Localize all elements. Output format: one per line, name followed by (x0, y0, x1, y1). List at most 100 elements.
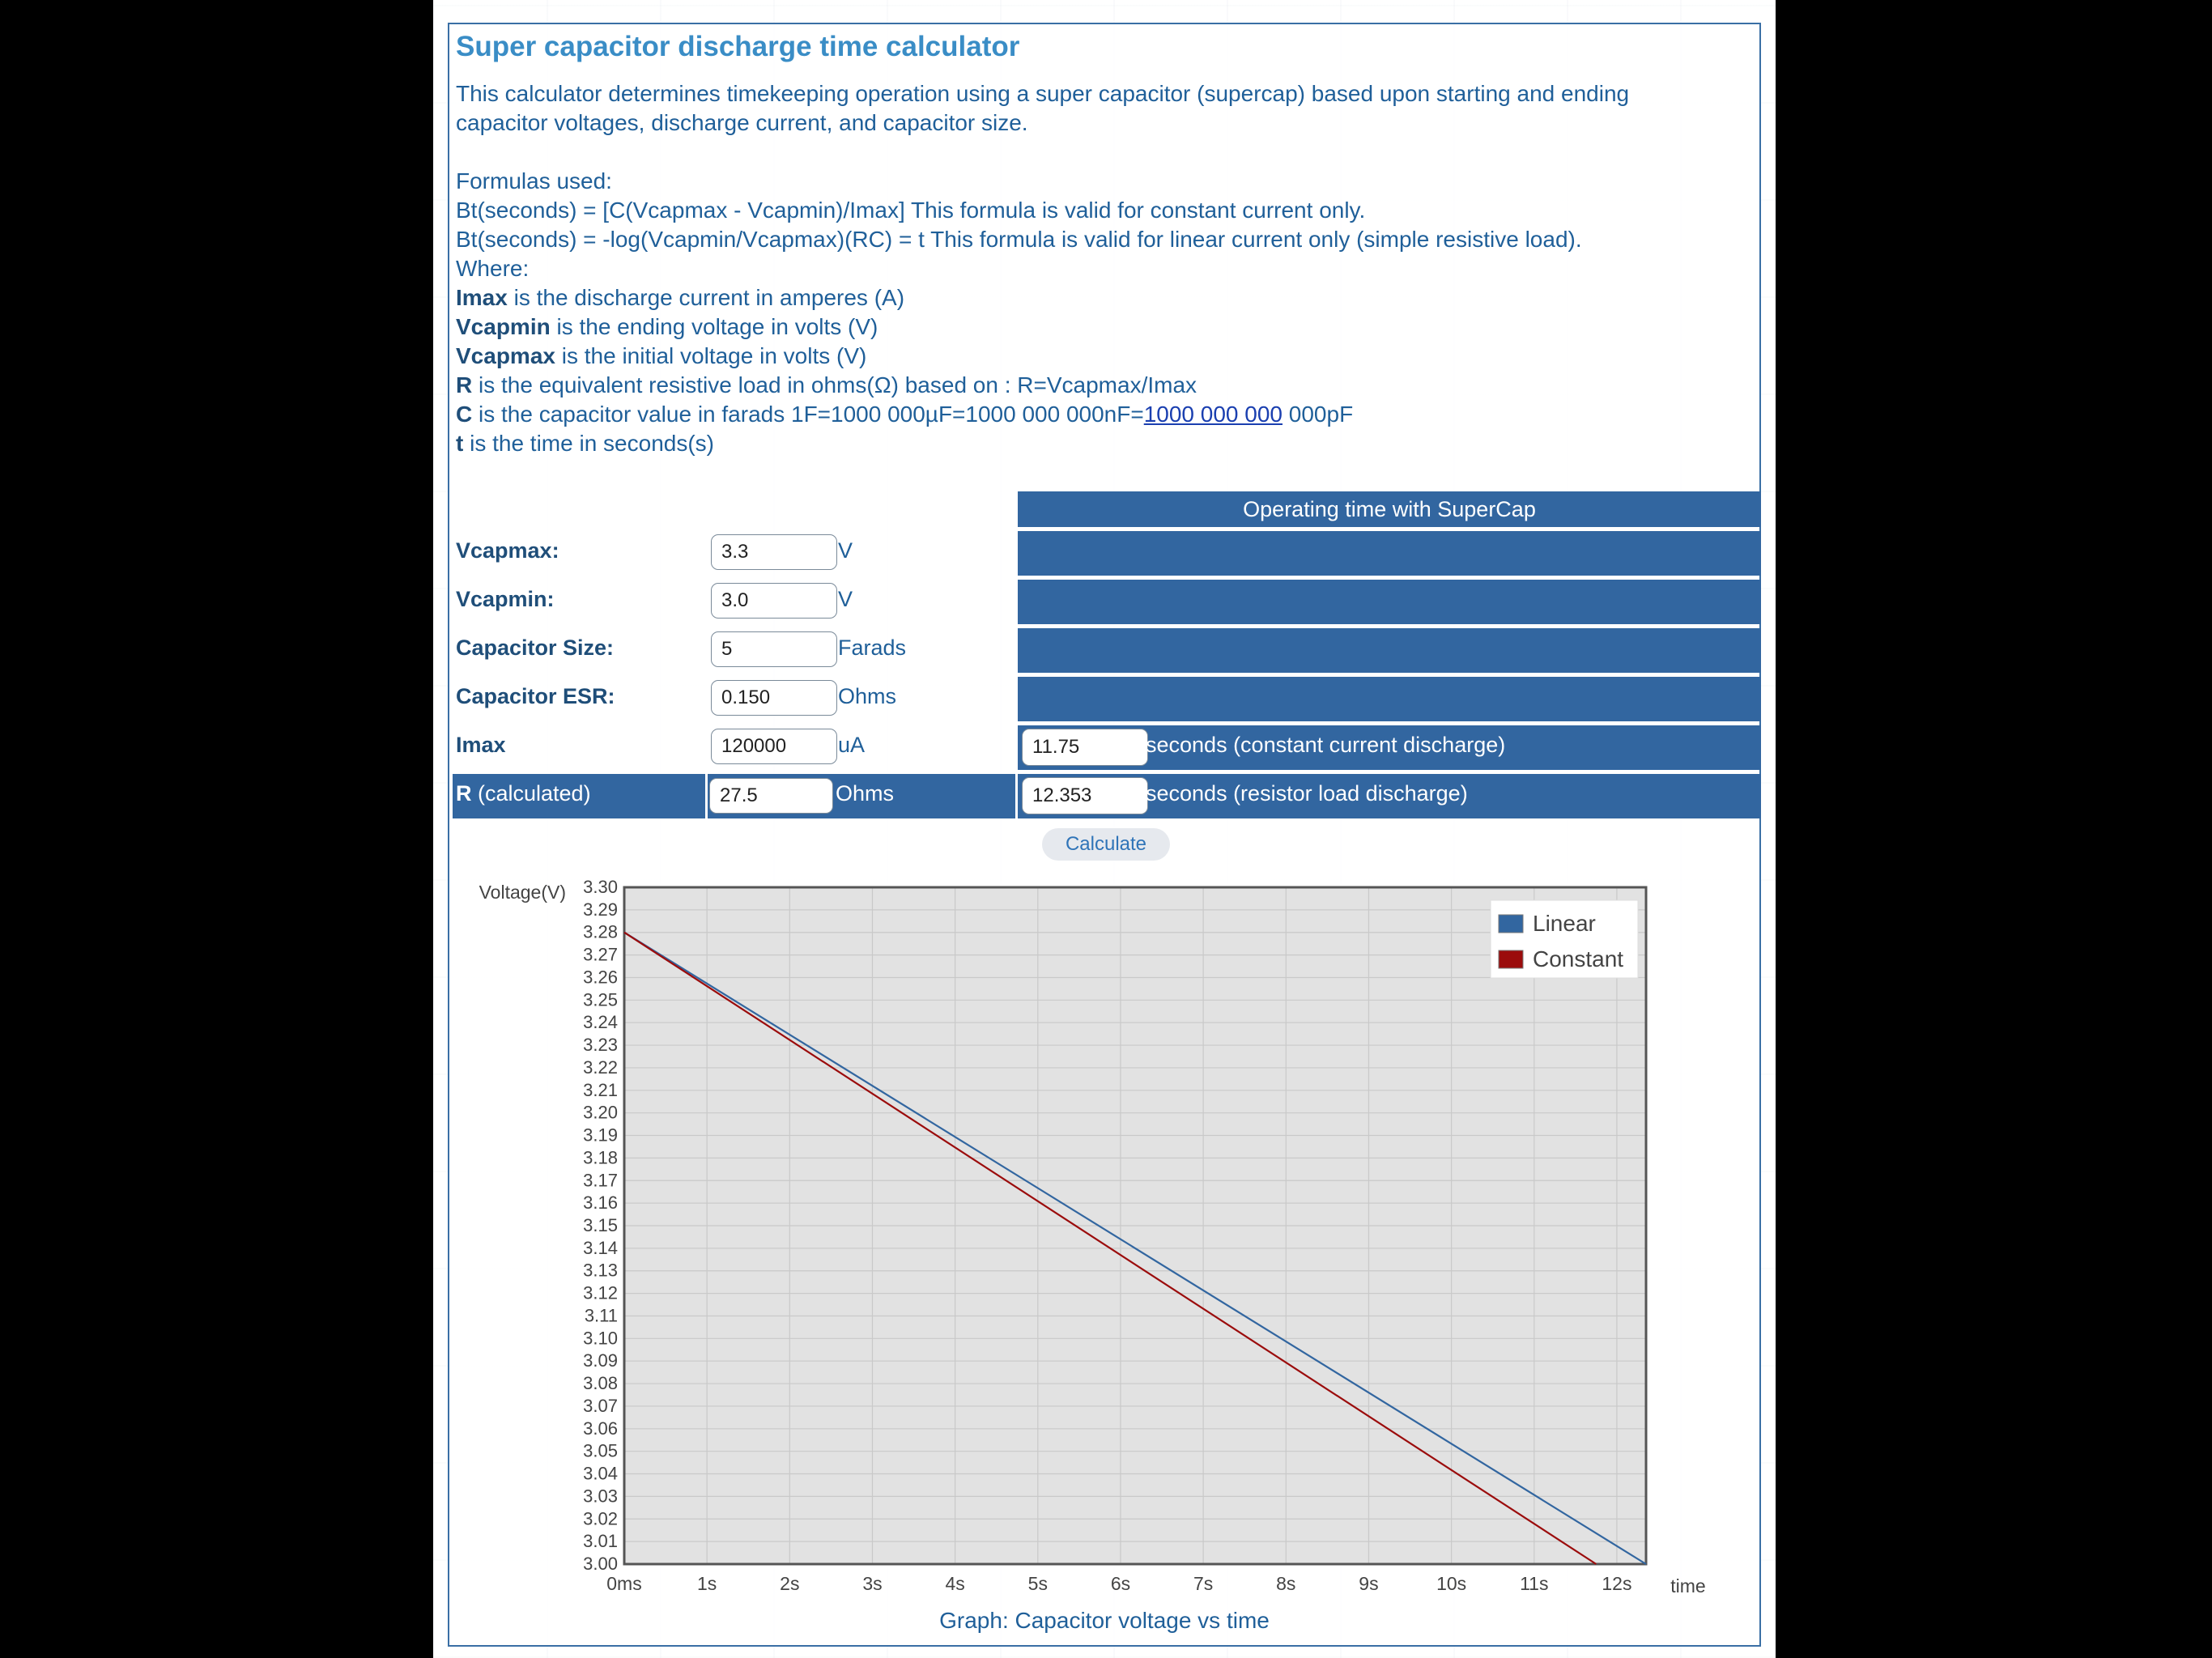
def-text: is the discharge current in amperes (A) (507, 285, 905, 310)
capacitor-esr-unit: Ohms (838, 684, 897, 708)
r-label: R (calculated) (456, 781, 591, 806)
results-bar-4 (1018, 677, 1761, 721)
results-bar-2 (1018, 580, 1761, 624)
def-c: C is the capacitor value in farads 1F=10… (456, 402, 1353, 427)
x-tick-label: 2s (780, 1573, 799, 1594)
x-tick-label: 3s (862, 1573, 882, 1594)
x-tick-label: 11s (1520, 1573, 1548, 1594)
plot-border (623, 886, 1648, 1566)
r-label-bold: R (456, 781, 472, 806)
imax-label: Imax (456, 733, 506, 757)
def-text: is the time in seconds(s) (463, 431, 714, 456)
vcapmin-input[interactable] (711, 583, 837, 619)
def-term: C (456, 402, 473, 427)
results-bar-3 (1018, 628, 1761, 673)
y-tick-label: 3.06 (583, 1418, 618, 1439)
def-term: R (456, 372, 473, 397)
x-tick-label: 4s (945, 1573, 964, 1594)
def-term: Vcapmax (456, 343, 555, 368)
y-tick-label: 3.02 (583, 1508, 618, 1528)
def-vcapmax: Vcapmax is the initial voltage in volts … (456, 343, 866, 369)
x-tick-label: 1s (697, 1573, 717, 1594)
y-tick-label: 3.08 (583, 1373, 618, 1393)
y-tick-label: 3.03 (583, 1486, 618, 1506)
def-text: is the capacitor value in farads 1F=1000… (472, 402, 1144, 427)
chart-caption: Graph: Capacitor voltage vs time (939, 1608, 1270, 1633)
capacitor-size-unit: Farads (838, 636, 907, 660)
formula-linear: Bt(seconds) = -log(Vcapmin/Vcapmax)(RC) … (456, 227, 1582, 252)
y-tick-label: 3.09 (583, 1350, 618, 1371)
legend-label: Constant (1533, 946, 1623, 971)
imax-input[interactable] (711, 729, 837, 764)
vcapmax-input[interactable] (711, 534, 837, 570)
y-tick-label: 3.24 (583, 1012, 618, 1032)
x-tick-label: 5s (1028, 1573, 1048, 1594)
x-axis-label: time (1670, 1575, 1705, 1596)
r-unit: Ohms (836, 781, 895, 806)
page: Super capacitor discharge time calculato… (433, 0, 1776, 1658)
def-vcapmin: Vcapmin is the ending voltage in volts (… (456, 314, 878, 340)
y-tick-label: 3.10 (583, 1328, 618, 1348)
formulas-heading: Formulas used: (456, 168, 612, 193)
where-label: Where: (456, 256, 530, 281)
y-tick-label: 3.19 (583, 1125, 618, 1146)
def-text: is the ending voltage in volts (V) (550, 314, 878, 339)
y-tick-label: 3.17 (583, 1170, 618, 1190)
y-tick-label: 3.26 (583, 967, 618, 987)
y-tick-label: 3.25 (583, 989, 618, 1010)
constant-time-output[interactable] (1022, 729, 1148, 766)
x-tick-label: 8s (1276, 1573, 1295, 1594)
y-tick-label: 3.18 (583, 1147, 618, 1167)
capacitor-size-input[interactable] (711, 631, 837, 667)
y-tick-label: 3.16 (583, 1192, 618, 1213)
capacitor-esr-label: Capacitor ESR: (456, 684, 615, 708)
def-text-after: 000pF (1283, 402, 1354, 427)
y-tick-label: 3.30 (583, 877, 618, 897)
results-bar-1 (1018, 531, 1761, 576)
y-tick-label: 3.04 (583, 1464, 618, 1484)
capacitor-size-label: Capacitor Size: (456, 636, 615, 660)
resistor-time-label: seconds (resistor load discharge) (1146, 781, 1468, 806)
legend-label: Linear (1533, 911, 1596, 936)
vcapmin-label: Vcapmin: (456, 587, 555, 611)
legend-swatch (1498, 950, 1524, 969)
legend-swatch (1498, 914, 1524, 933)
imax-unit: uA (838, 733, 866, 757)
y-tick-label: 3.27 (583, 945, 618, 965)
capacitor-esr-input[interactable] (711, 680, 837, 716)
x-tick-label: 6s (1111, 1573, 1130, 1594)
r-label-rest: (calculated) (471, 781, 591, 806)
resistor-time-output[interactable] (1022, 777, 1148, 814)
vcapmax-unit: V (838, 538, 853, 563)
y-tick-label: 3.01 (583, 1531, 618, 1551)
voltage-time-chart: 3.303.293.28 3.273.263.253.24 3.233.223.21… (479, 877, 1706, 1596)
x-tick-label: 12s (1602, 1573, 1631, 1594)
calculate-button[interactable]: Calculate (1042, 828, 1170, 861)
r-calculated-input[interactable] (709, 778, 833, 814)
def-imax: Imax is the discharge current in amperes… (456, 285, 904, 311)
y-tick-label: 3.07 (583, 1396, 618, 1416)
phone-number-link[interactable]: 1000 000 000 (1143, 402, 1283, 427)
x-tick-label: 10s (1436, 1573, 1466, 1594)
results-header: Operating time with SuperCap (1018, 491, 1761, 527)
constant-time-label: seconds (constant current discharge) (1146, 733, 1506, 757)
def-term: Imax (456, 285, 508, 310)
y-tick-label: 3.12 (583, 1283, 618, 1303)
legend-box (1490, 899, 1639, 979)
vcapmin-unit: V (838, 587, 853, 611)
def-text: is the initial voltage in volts (V) (555, 343, 867, 368)
y-tick-label: 3.11 (585, 1305, 618, 1325)
x-tick-label: 9s (1359, 1573, 1378, 1594)
def-text: is the equivalent resistive load in ohms… (472, 372, 1197, 397)
y-tick-label: 3.21 (583, 1080, 618, 1100)
def-term: Vcapmin (456, 314, 551, 339)
intro-text: This calculator determines timekeeping o… (456, 81, 1630, 135)
r-label-cell (453, 774, 705, 818)
page-title: Super capacitor discharge time calculato… (456, 31, 1020, 62)
def-term: t (456, 431, 464, 456)
y-tick-label: 3.05 (583, 1441, 618, 1461)
y-tick-label: 3.13 (583, 1261, 618, 1281)
x-tick-label: 7s (1193, 1573, 1213, 1594)
y-tick-label: 3.29 (583, 899, 618, 920)
def-t: t is the time in seconds(s) (456, 431, 714, 457)
